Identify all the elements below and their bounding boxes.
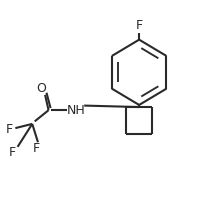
Text: F: F bbox=[6, 123, 13, 136]
Text: F: F bbox=[135, 20, 142, 32]
Text: O: O bbox=[36, 82, 46, 95]
Text: F: F bbox=[8, 146, 15, 159]
Text: F: F bbox=[33, 142, 40, 155]
Text: NH: NH bbox=[66, 104, 85, 117]
